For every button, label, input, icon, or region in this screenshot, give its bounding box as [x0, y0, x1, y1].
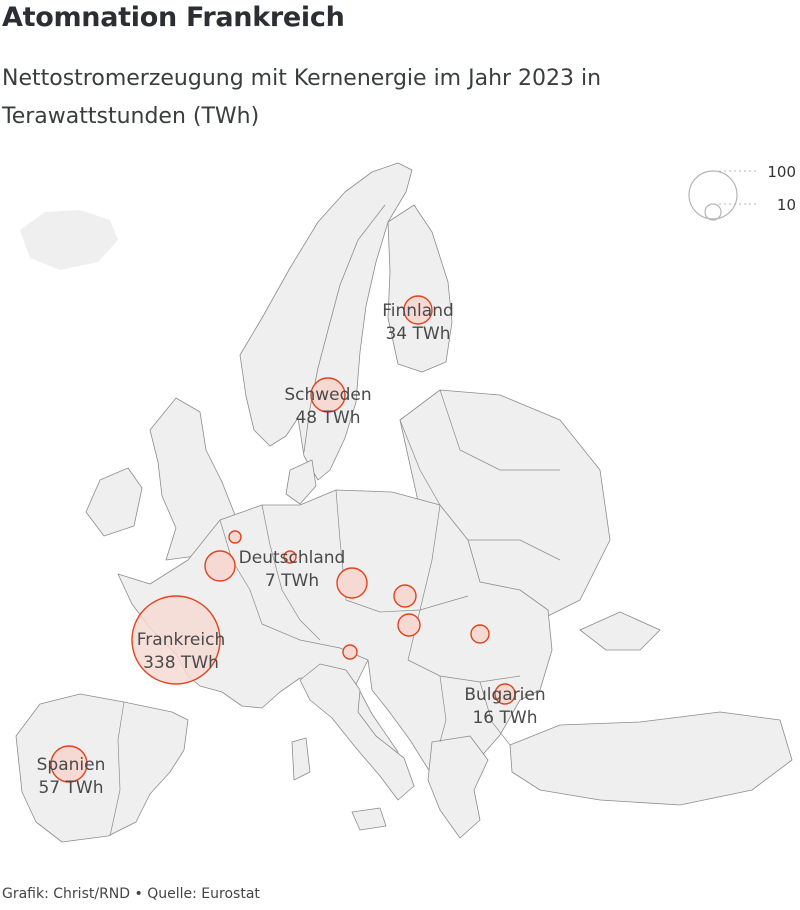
land-italy	[299, 663, 415, 801]
bubble-slowenien[interactable]	[342, 644, 358, 660]
label-layer: Finnland 34 TWh Schweden 48 TWh Deutschl…	[37, 301, 546, 798]
value-spanien: 57 TWh	[38, 778, 103, 798]
legend-label-10: 10	[777, 196, 796, 214]
bubble-schweden[interactable]	[310, 377, 346, 413]
land-layer	[15, 162, 793, 843]
value-deutschland: 7 TWh	[265, 571, 319, 591]
land-crimea	[579, 611, 661, 651]
land-greece	[427, 735, 489, 839]
land-sicily	[351, 807, 387, 831]
land-ireland	[85, 467, 143, 537]
bubble-frankreich[interactable]	[131, 595, 221, 685]
land-denmark	[285, 459, 317, 505]
footer-source: Quelle: Eurostat	[147, 886, 260, 902]
chart-title: Atomnation Frankreich	[2, 2, 345, 33]
bubble-slowakei[interactable]	[393, 584, 417, 608]
border-norway-sweden	[303, 204, 386, 453]
label-bulgarien: Bulgarien	[464, 685, 545, 705]
land-finland	[387, 204, 453, 373]
bubble-rumaenien[interactable]	[470, 624, 490, 644]
country-borders	[109, 389, 561, 837]
bubble-layer	[50, 295, 516, 783]
land-turkey	[509, 711, 793, 806]
bubble-spanien[interactable]	[50, 745, 88, 783]
bubble-ungarn[interactable]	[397, 613, 421, 637]
value-bulgarien: 16 TWh	[472, 708, 537, 728]
legend-circle-10	[704, 203, 722, 221]
land-sardinia	[291, 737, 311, 781]
label-spanien: Spanien	[37, 755, 106, 775]
bubble-niederlande[interactable]	[228, 530, 242, 544]
legend-circle-100	[688, 170, 738, 220]
chart-subtitle: Nettostromerzeugung mit Kernenergie im J…	[2, 66, 602, 129]
bubble-bulgarien[interactable]	[494, 683, 516, 705]
value-frankreich: 338 TWh	[143, 653, 219, 673]
land-iberia	[15, 693, 189, 843]
value-finnland: 34 TWh	[385, 324, 450, 344]
bubble-tschechien[interactable]	[336, 567, 368, 599]
legend-label-100: 100	[767, 163, 796, 181]
size-legend: 100 10	[688, 163, 796, 221]
label-frankreich: Frankreich	[137, 630, 226, 650]
europe-map: Finnland 34 TWh Schweden 48 TWh Deutschl…	[15, 162, 796, 843]
bubble-deutschland[interactable]	[283, 550, 297, 564]
bubble-belgien[interactable]	[204, 550, 236, 582]
label-schweden: Schweden	[284, 385, 371, 405]
land-iceland	[20, 210, 118, 270]
value-schweden: 48 TWh	[295, 408, 360, 428]
land-scandinavia	[239, 162, 413, 481]
footer-separator: •	[134, 886, 143, 902]
label-finnland: Finnland	[382, 301, 454, 321]
footer: Grafik: Christ/RND • Quelle: Eurostat	[2, 886, 260, 902]
label-deutschland: Deutschland	[239, 548, 346, 568]
bubble-finnland[interactable]	[403, 295, 433, 325]
footer-credit: Grafik: Christ/RND	[2, 886, 131, 902]
